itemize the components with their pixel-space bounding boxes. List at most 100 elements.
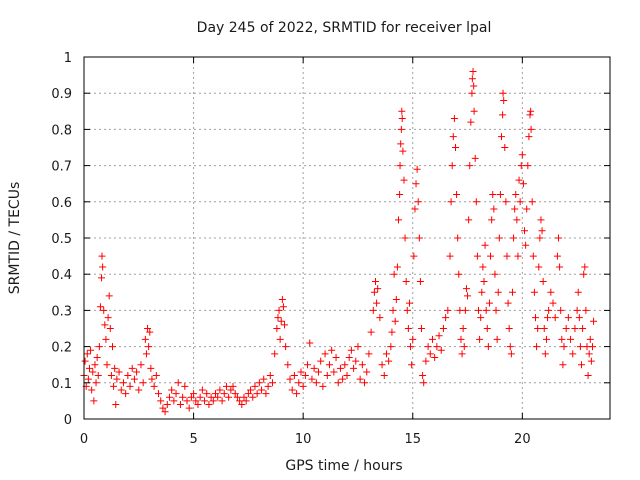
data-point xyxy=(556,263,564,271)
data-point xyxy=(393,263,401,271)
data-point xyxy=(581,263,589,271)
data-point xyxy=(262,390,270,398)
y-tick-label: 0.1 xyxy=(51,377,72,392)
data-point xyxy=(222,382,230,390)
data-point xyxy=(225,393,233,401)
data-point xyxy=(139,379,147,387)
data-point xyxy=(92,379,100,387)
data-point xyxy=(170,397,178,405)
data-point xyxy=(475,306,482,314)
data-point xyxy=(495,234,503,242)
data-point xyxy=(185,404,193,412)
data-point xyxy=(560,343,568,351)
axis-ticks xyxy=(83,56,610,420)
data-point xyxy=(471,154,479,162)
data-point xyxy=(198,386,206,394)
data-point xyxy=(380,372,388,380)
data-point xyxy=(247,386,255,394)
data-point xyxy=(547,288,555,296)
data-point xyxy=(240,393,248,401)
data-point xyxy=(492,306,500,314)
data-point xyxy=(433,343,441,351)
data-point xyxy=(587,357,595,365)
data-point xyxy=(422,357,430,365)
grid xyxy=(84,57,610,419)
data-point xyxy=(290,372,298,380)
data-point xyxy=(467,118,475,126)
data-point xyxy=(580,270,588,278)
data-point xyxy=(458,350,466,358)
data-point xyxy=(549,299,557,307)
data-point xyxy=(251,382,259,390)
data-point xyxy=(117,386,125,394)
data-point xyxy=(273,325,281,332)
data-point xyxy=(575,314,583,322)
data-point xyxy=(455,270,463,278)
data-point xyxy=(387,343,395,351)
data-point xyxy=(336,364,344,372)
data-point xyxy=(540,325,548,332)
data-point xyxy=(325,361,333,369)
data-point xyxy=(373,299,381,307)
data-point xyxy=(585,350,593,358)
data-point xyxy=(89,368,97,376)
data-point xyxy=(266,372,274,380)
x-tick-label: 5 xyxy=(189,432,197,447)
data-point xyxy=(220,390,228,398)
data-point xyxy=(536,234,544,242)
data-point xyxy=(544,314,552,322)
data-point xyxy=(388,328,396,336)
data-point xyxy=(110,382,118,390)
data-point xyxy=(389,306,397,314)
data-point xyxy=(395,216,403,224)
data-point xyxy=(231,390,239,398)
data-point xyxy=(511,205,519,213)
data-point xyxy=(98,252,106,260)
data-point xyxy=(159,404,167,412)
data-point xyxy=(490,205,498,213)
data-point xyxy=(242,397,250,405)
data-point xyxy=(466,162,474,170)
data-point xyxy=(343,372,351,380)
data-point xyxy=(513,216,521,224)
data-point xyxy=(354,343,362,351)
data-point xyxy=(103,361,111,369)
data-point xyxy=(501,144,509,151)
data-point xyxy=(576,343,584,351)
data-point xyxy=(530,288,538,296)
data-point xyxy=(150,382,158,390)
data-point xyxy=(277,317,285,325)
data-point xyxy=(405,299,413,307)
data-point xyxy=(84,375,92,383)
data-point xyxy=(209,397,217,405)
data-point xyxy=(521,227,529,235)
y-tick-label: 0.7 xyxy=(51,160,72,175)
data-point xyxy=(468,75,476,83)
data-point xyxy=(569,350,577,358)
data-point xyxy=(321,350,329,358)
data-point xyxy=(586,335,594,343)
data-point xyxy=(244,390,252,398)
x-tick-label: 15 xyxy=(404,432,421,447)
data-point xyxy=(255,379,263,387)
data-point xyxy=(468,89,476,97)
data-point xyxy=(464,292,472,300)
data-point xyxy=(484,343,492,351)
data-point xyxy=(310,364,318,372)
y-axis-label: SRMTID / TECUs xyxy=(7,182,23,295)
data-point xyxy=(472,198,480,206)
data-point xyxy=(229,382,237,390)
data-point xyxy=(578,361,586,369)
data-point xyxy=(253,390,261,398)
data-point xyxy=(135,386,143,394)
data-point xyxy=(439,325,447,332)
data-point xyxy=(90,397,98,405)
data-point xyxy=(480,277,488,285)
data-point xyxy=(105,292,113,300)
data-point xyxy=(168,386,176,394)
data-point xyxy=(130,375,138,383)
data-point xyxy=(558,335,566,343)
data-point xyxy=(356,375,364,383)
data-point xyxy=(87,346,95,354)
data-point xyxy=(192,397,200,405)
